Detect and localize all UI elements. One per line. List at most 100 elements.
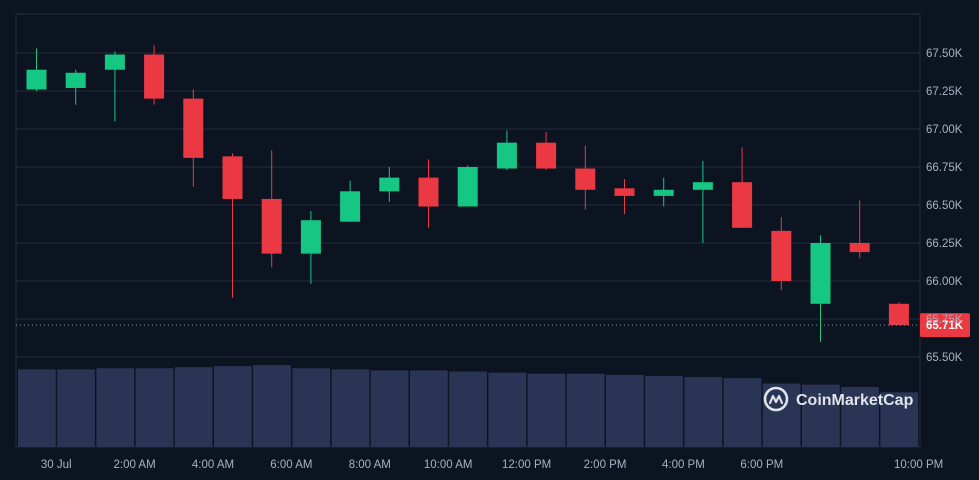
- candle: [653, 177, 674, 207]
- volume-bar: [57, 369, 95, 447]
- candle-body: [65, 72, 86, 88]
- x-tick-label: 8:00 AM: [349, 459, 391, 471]
- candle-body: [771, 230, 792, 281]
- candle-body: [340, 191, 361, 222]
- candle-body: [104, 54, 125, 70]
- candle: [65, 69, 86, 105]
- y-tick-label: 66.00K: [926, 276, 963, 288]
- volume-bar: [18, 369, 56, 447]
- candle-body: [144, 54, 165, 99]
- volume-bar: [841, 386, 879, 447]
- y-tick-label: 66.25K: [926, 238, 963, 250]
- watermark-text: CoinMarketCap: [796, 392, 914, 409]
- candle-body: [379, 177, 400, 192]
- y-tick-label: 67.00K: [926, 124, 963, 136]
- last-price-tag: [920, 313, 970, 338]
- volume-bar: [684, 377, 723, 447]
- volume-bar: [253, 365, 291, 447]
- candle: [261, 150, 282, 268]
- candle-body: [614, 188, 635, 196]
- candle-body: [183, 98, 204, 158]
- x-axis: 30 Jul 2:00 AM 4:00 AM 6:00 AM 8:00 AM 10:00 …: [41, 459, 943, 471]
- volume-bar: [370, 370, 409, 447]
- candle: [340, 180, 361, 222]
- volume-bar: [331, 369, 370, 447]
- candle: [536, 132, 557, 171]
- x-tick-label: 10:00 PM: [894, 459, 943, 471]
- volume-bar: [527, 373, 566, 447]
- volume-bar: [488, 372, 527, 447]
- y-axis: 65.50K 65.75K 66.00K 66.25K 66.50K 66.75K 67.0…: [926, 48, 963, 364]
- volume-bar: [96, 368, 135, 447]
- volume-bar: [174, 367, 213, 447]
- volume-bar: [410, 370, 448, 447]
- candle-body: [536, 142, 557, 169]
- candle: [732, 147, 753, 228]
- candle: [849, 200, 870, 259]
- candle-body: [653, 189, 674, 196]
- volume-bar: [762, 383, 801, 447]
- candle: [222, 153, 243, 298]
- volume-bar: [880, 392, 919, 447]
- coinmarketcap-logo-icon: [763, 386, 789, 412]
- x-tick-label: 12:00 PM: [502, 459, 551, 471]
- candle-body: [300, 220, 321, 254]
- x-tick-label: 30 Jul: [41, 459, 72, 471]
- candle: [144, 45, 165, 105]
- last-price-label: 65.71K: [926, 320, 964, 332]
- candle: [496, 130, 517, 171]
- volume-bar: [449, 371, 487, 447]
- candle: [379, 167, 400, 202]
- candle-body: [418, 177, 439, 207]
- y-tick-label: 65.75K: [926, 314, 963, 326]
- volume-bar: [802, 384, 840, 447]
- x-tick-label: 2:00 AM: [113, 459, 155, 471]
- volume-bar: [645, 375, 683, 447]
- candle: [810, 235, 831, 342]
- candle-body: [26, 69, 47, 90]
- candle: [692, 160, 713, 243]
- candle-body: [810, 243, 831, 304]
- volume-bar: [723, 378, 762, 447]
- last-price-line: 65.71K: [16, 313, 970, 338]
- candle: [771, 217, 792, 291]
- x-tick-label: 4:00 PM: [662, 459, 705, 471]
- volume-bar: [292, 368, 331, 447]
- volume-bar: [566, 373, 605, 447]
- candle: [183, 89, 204, 187]
- candle-body: [222, 156, 243, 199]
- watermark: CoinMarketCap: [763, 386, 914, 412]
- y-tick-label: 66.50K: [926, 200, 963, 212]
- candle: [418, 159, 439, 228]
- candle-body: [849, 243, 870, 253]
- volume-bar: [606, 374, 644, 447]
- candles: [26, 45, 909, 342]
- candle: [457, 165, 478, 207]
- x-tick-label: 6:00 PM: [740, 459, 783, 471]
- volume-bar: [135, 368, 174, 447]
- y-tick-label: 65.50K: [926, 352, 963, 364]
- candle-body: [575, 168, 596, 190]
- candle: [300, 211, 321, 285]
- y-tick-label: 67.50K: [926, 48, 963, 60]
- candle: [575, 145, 596, 210]
- candle-body: [496, 142, 517, 169]
- candle-body: [692, 182, 713, 190]
- volume-bar: [214, 366, 252, 447]
- y-tick-label: 66.75K: [926, 162, 963, 174]
- x-tick-label: 2:00 PM: [584, 459, 627, 471]
- candle-body: [457, 167, 478, 207]
- candle: [614, 179, 635, 215]
- candle-body: [261, 198, 282, 254]
- y-tick-label: 67.25K: [926, 86, 963, 98]
- volume-bars: [18, 365, 919, 447]
- candle: [888, 302, 909, 326]
- candle: [26, 48, 47, 91]
- candle-body: [732, 182, 753, 228]
- x-tick-label: 6:00 AM: [270, 459, 312, 471]
- x-tick-label: 10:00 AM: [424, 459, 473, 471]
- candle: [104, 51, 125, 122]
- x-tick-label: 4:00 AM: [192, 459, 234, 471]
